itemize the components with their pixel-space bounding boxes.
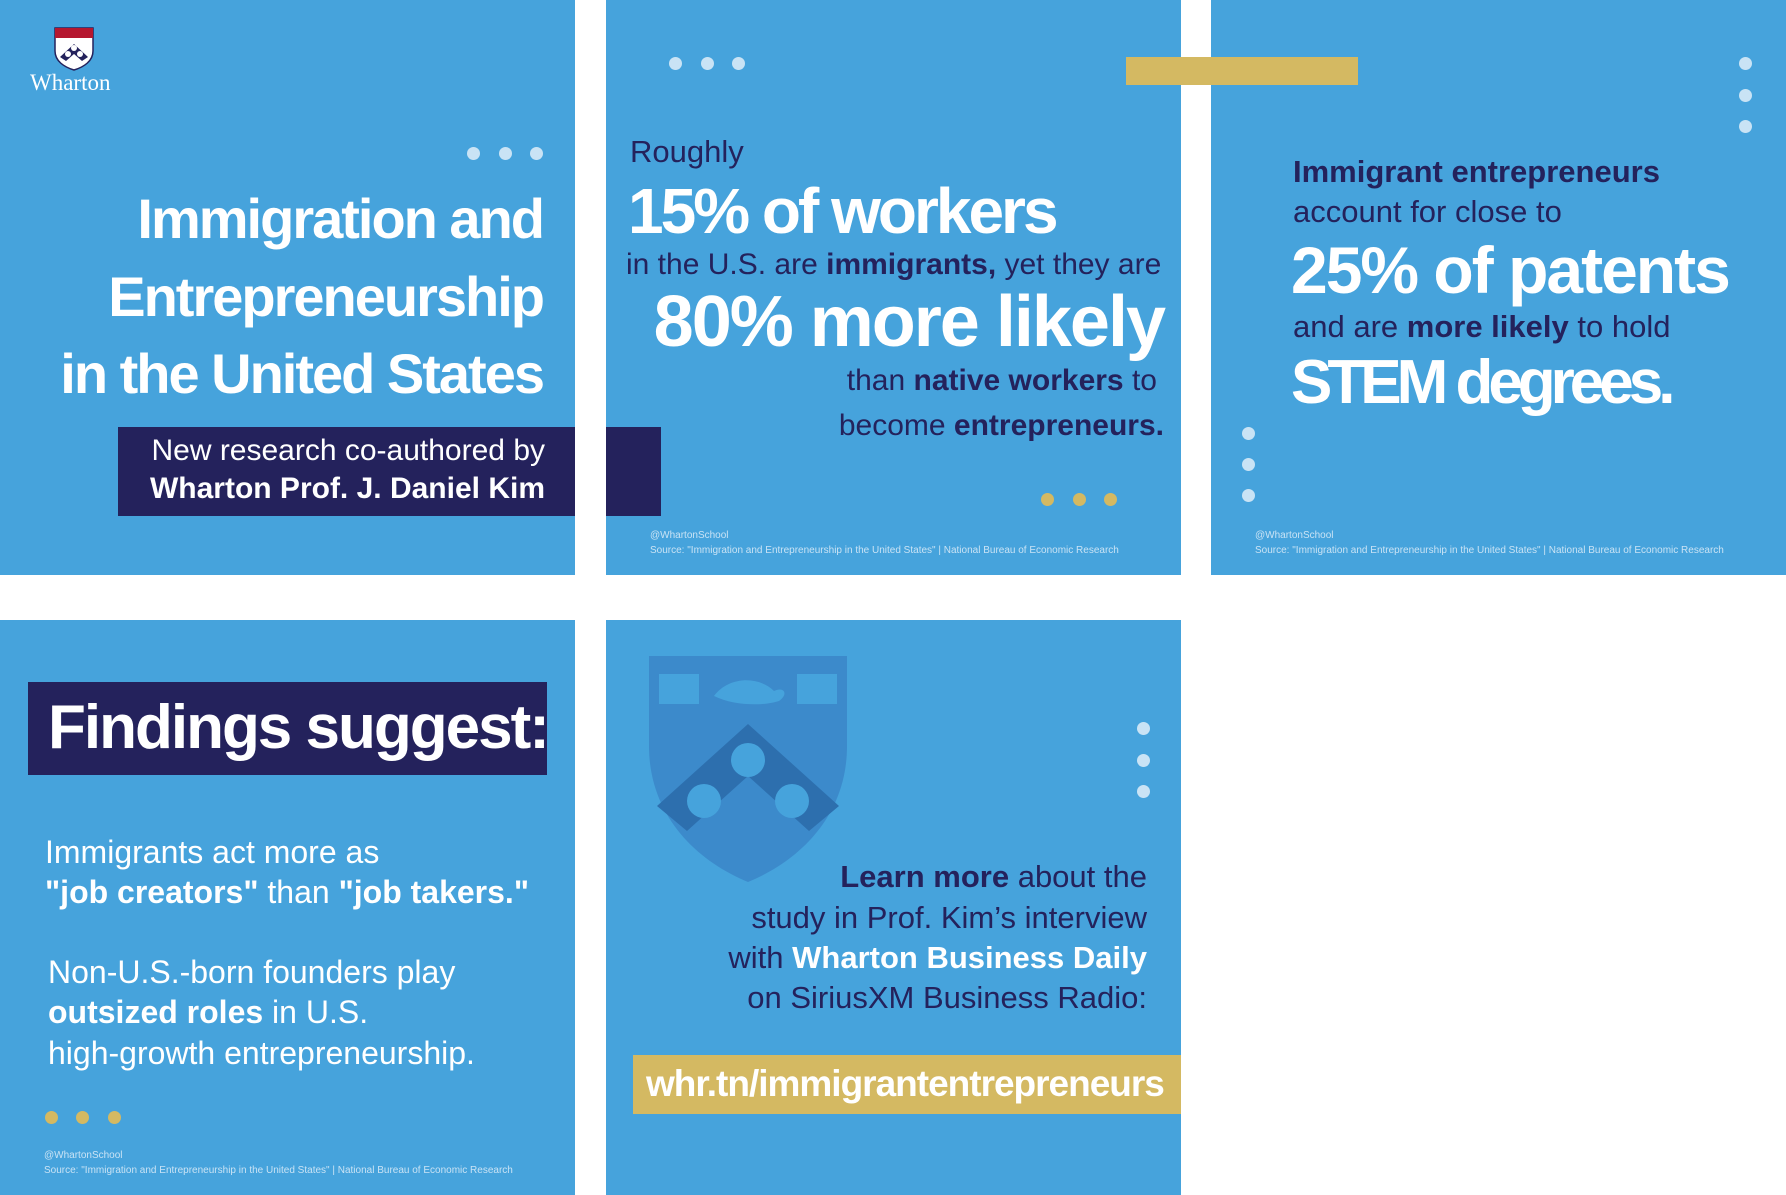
panel-patents: Immigrant entrepreneurs account for clos… — [1211, 0, 1786, 575]
intro: Roughly — [630, 134, 744, 169]
text: "job takers." — [338, 874, 529, 910]
text-line: in the U.S. are immigrants, yet they are — [626, 248, 1161, 282]
dot — [108, 1111, 121, 1124]
text: native workers — [913, 364, 1124, 397]
dot — [1073, 493, 1086, 506]
dot — [1137, 754, 1150, 767]
source: Source: "Immigration and Entrepreneurshi… — [650, 545, 1119, 556]
wharton-shield — [54, 27, 94, 71]
heading-box — [28, 682, 547, 775]
link-box — [633, 1055, 1181, 1114]
text-line: and are more likely to hold — [1293, 309, 1670, 345]
stat: 15% of workers — [628, 175, 1059, 247]
text: yet they are — [1004, 248, 1162, 281]
title-line: Immigration and — [137, 187, 545, 250]
text: outsized roles — [48, 994, 264, 1030]
dot — [1242, 458, 1255, 471]
dot — [467, 147, 480, 160]
text: about the — [1017, 859, 1147, 894]
box-continuation — [606, 427, 661, 516]
text: to — [1131, 364, 1157, 397]
panel-title: Wharton Immigration and Entrepreneurship… — [0, 0, 575, 575]
text-line: Immigrants act more as — [45, 834, 380, 870]
dot — [45, 1111, 58, 1124]
text-line: Immigrant entrepreneurs — [1293, 154, 1660, 189]
accent-bar — [1126, 57, 1358, 85]
text-line: account for close to — [1293, 194, 1562, 229]
penn-shield — [649, 656, 847, 882]
text: than — [846, 364, 906, 397]
text-line: Non-U.S.-born founders play — [48, 954, 456, 990]
source: Source: "Immigration and Entrepreneurshi… — [44, 1165, 513, 1176]
text: in the U.S. are — [626, 248, 818, 281]
stat: 80% more likely — [653, 282, 1166, 362]
text: more likely — [1406, 309, 1569, 344]
dot — [1041, 493, 1054, 506]
dot — [701, 57, 714, 70]
dot — [1137, 785, 1150, 798]
text: immigrants, — [826, 248, 997, 281]
text: "job creators" — [45, 874, 259, 910]
dot — [530, 147, 543, 160]
dot — [1104, 493, 1117, 506]
title-line: in the United States — [60, 342, 545, 405]
heading: Findings suggest: — [48, 693, 550, 762]
panel-workers: Roughly 15% of workers in the U.S. are i… — [606, 0, 1181, 575]
text: entrepreneurs. — [953, 409, 1164, 442]
title-line: Entrepreneurship — [108, 265, 545, 328]
text-line: become entrepreneurs. — [839, 409, 1164, 443]
dot — [499, 147, 512, 160]
dot — [669, 57, 682, 70]
handle: @WhartonSchool — [650, 530, 729, 541]
handle: @WhartonSchool — [1255, 530, 1334, 541]
text: and are — [1293, 309, 1399, 344]
dot — [732, 57, 745, 70]
text-line: "job creators" than "job takers." — [45, 874, 529, 911]
dot — [1242, 489, 1255, 502]
subtitle-line: New research co-authored by — [151, 434, 545, 467]
text-line: on SiriusXM Business Radio: — [747, 980, 1147, 1015]
text: become — [838, 409, 946, 442]
subtitle-box — [118, 427, 575, 516]
panel-learn-more: Learn more about the study in Prof. Kim’… — [606, 620, 1181, 1195]
text-line: Learn more about the — [840, 859, 1147, 895]
link[interactable]: whr.tn/immigrantentrepreneurs — [646, 1063, 1165, 1104]
dot — [1739, 120, 1752, 133]
stat: 25% of patents — [1291, 233, 1731, 307]
text-line: high-growth entrepreneurship. — [48, 1035, 475, 1071]
text: with — [728, 940, 784, 975]
source: Source: "Immigration and Entrepreneurshi… — [1255, 545, 1724, 556]
dot — [1137, 722, 1150, 735]
panel-findings: Findings suggest: Immigrants act more as… — [0, 620, 575, 1195]
dot — [76, 1111, 89, 1124]
text: to hold — [1577, 309, 1671, 344]
text-line: outsized roles in U.S. — [48, 994, 368, 1031]
subtitle-line: Wharton Prof. J. Daniel Kim — [149, 472, 545, 505]
handle: @WhartonSchool — [44, 1150, 123, 1161]
text-line: than native workers to — [847, 364, 1157, 398]
dot — [1739, 89, 1752, 102]
text: Learn more — [840, 859, 1010, 894]
dot — [1739, 57, 1752, 70]
text: than — [267, 874, 330, 910]
stat: STEM degrees. — [1291, 348, 1675, 417]
text-line: study in Prof. Kim’s interview — [751, 900, 1147, 935]
dot — [1242, 427, 1255, 440]
logo-text: Wharton — [30, 70, 111, 95]
text: Wharton Business Daily — [792, 940, 1147, 975]
text: in U.S. — [272, 994, 369, 1030]
text-line: with Wharton Business Daily — [728, 940, 1147, 976]
